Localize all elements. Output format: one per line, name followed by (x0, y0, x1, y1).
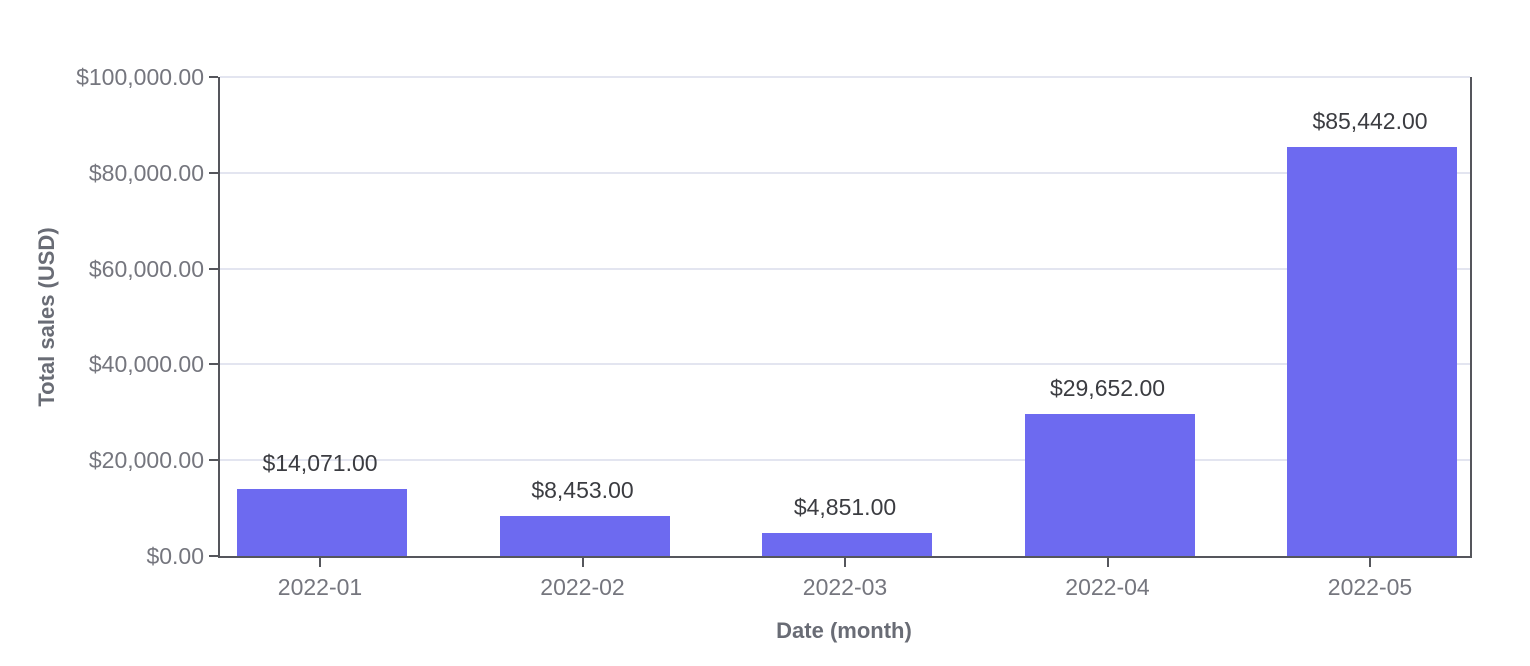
y-tick-label: $0.00 (146, 543, 204, 569)
y-tick-mark (209, 459, 218, 462)
y-tick-mark (209, 267, 218, 270)
gridline (220, 363, 1470, 366)
x-tick-label: 2022-04 (1065, 574, 1150, 600)
x-tick-mark (581, 558, 584, 567)
bar-value-label: $85,442.00 (1312, 107, 1428, 134)
x-tick-label: 2022-01 (277, 574, 363, 600)
x-tick-mark (1106, 558, 1109, 567)
plot-area (218, 76, 1472, 558)
gridline (220, 267, 1470, 270)
y-tick-mark (209, 171, 218, 174)
x-tick-label: 2022-02 (540, 574, 625, 600)
bar-2022-02 (499, 515, 670, 556)
bar-2022-04 (1024, 413, 1195, 556)
bar-value-label: $29,652.00 (1049, 374, 1166, 401)
bar-value-label: $4,851.00 (793, 493, 897, 520)
bar-value-label: $8,453.00 (531, 476, 634, 503)
bar-value-label: $14,071.00 (262, 449, 378, 476)
gridline (220, 76, 1470, 78)
x-tick-mark (844, 558, 846, 567)
x-tick-mark (1369, 558, 1371, 567)
x-tick-mark (319, 558, 321, 567)
bar-2022-01 (237, 488, 407, 556)
y-tick-label: $60,000.00 (88, 255, 204, 282)
gridline (220, 459, 1470, 462)
y-tick-label: $80,000.00 (88, 159, 204, 186)
y-tick-mark (209, 555, 218, 557)
y-tick-label: $100,000.00 (76, 64, 204, 90)
x-tick-label: 2022-03 (802, 574, 888, 600)
gridline (220, 171, 1470, 174)
bar-2022-05 (1287, 146, 1457, 556)
y-tick-mark (209, 363, 218, 366)
y-tick-mark (209, 76, 218, 78)
y-tick-label: $40,000.00 (88, 351, 204, 378)
bar-2022-03 (762, 532, 932, 556)
y-tick-label: $20,000.00 (88, 447, 204, 474)
x-axis-title: Date (month) (776, 618, 912, 643)
x-tick-label: 2022-05 (1327, 574, 1413, 600)
